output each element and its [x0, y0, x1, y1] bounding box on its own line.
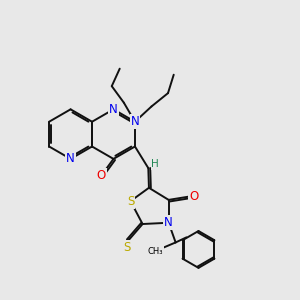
Text: H: H [152, 159, 159, 169]
Text: N: N [130, 115, 139, 128]
Text: N: N [66, 152, 75, 165]
Text: N: N [109, 103, 118, 116]
Text: N: N [164, 216, 173, 229]
Text: CH₃: CH₃ [148, 247, 163, 256]
Text: O: O [97, 169, 106, 182]
Text: S: S [123, 241, 130, 254]
Text: O: O [189, 190, 199, 203]
Text: S: S [127, 195, 134, 208]
